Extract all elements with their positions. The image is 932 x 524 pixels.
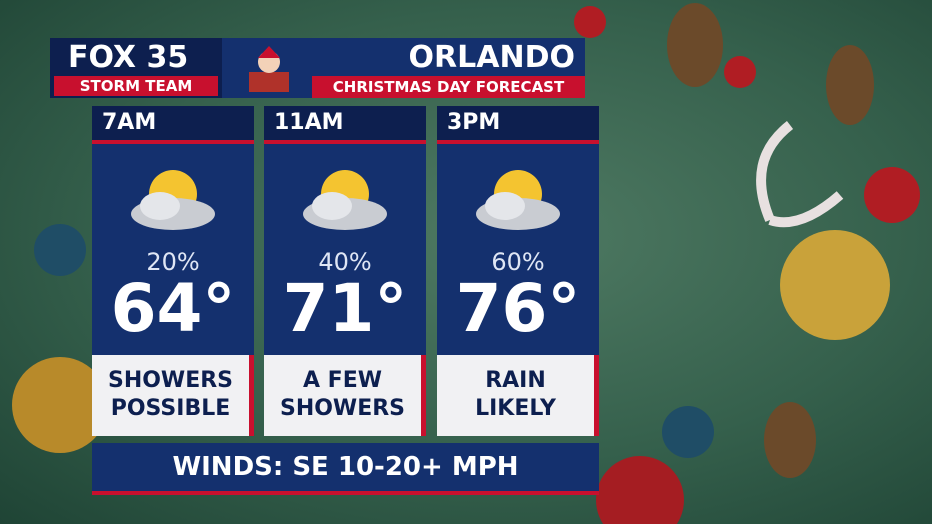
logo-sub: STORM TEAM (54, 76, 218, 96)
weather-icon (476, 170, 560, 230)
condition: A FEW SHOWERS (264, 355, 426, 436)
winds: WINDS: SE 10-20+ MPH (92, 443, 599, 495)
period-column: 3PM 60% 76° RAIN LIKELY (437, 106, 599, 436)
santa-icon (249, 46, 289, 92)
weather-icon (131, 170, 215, 230)
logo-box: FOX 35 STORM TEAM (50, 38, 222, 98)
period-main: 60% 76° (437, 140, 599, 355)
rain-chance: 60% (491, 248, 545, 276)
period-time: 7AM (92, 106, 254, 140)
condition-line: A FEW (302, 368, 382, 393)
condition-line: SHOWERS (107, 368, 234, 393)
condition-line: SHOWERS (279, 396, 406, 421)
weather-icon (303, 170, 387, 230)
period-time: 11AM (264, 106, 426, 140)
period-column: 7AM 20% 64° SHOWERS POSSIBLE (92, 106, 254, 436)
rain-chance: 40% (318, 248, 372, 276)
condition: SHOWERS POSSIBLE (92, 355, 254, 436)
temperature: 64° (110, 270, 236, 347)
condition-line: POSSIBLE (110, 396, 231, 421)
temperature: 76° (455, 270, 581, 347)
period-main: 40% 71° (264, 140, 426, 355)
header-panel: ORLANDO CHRISTMAS DAY FORECAST (222, 38, 585, 98)
temperature: 71° (282, 270, 408, 347)
rain-chance: 20% (146, 248, 200, 276)
period-main: 20% 64° (92, 140, 254, 355)
city: ORLANDO (408, 40, 575, 75)
condition: RAIN LIKELY (437, 355, 599, 436)
condition-line: LIKELY (475, 396, 556, 421)
condition-line: RAIN (485, 368, 546, 393)
period-column: 11AM 40% 71° A FEW SHOWERS (264, 106, 426, 436)
logo: FOX 35 (68, 40, 189, 75)
period-time: 3PM (437, 106, 599, 140)
subtitle: CHRISTMAS DAY FORECAST (312, 76, 585, 98)
